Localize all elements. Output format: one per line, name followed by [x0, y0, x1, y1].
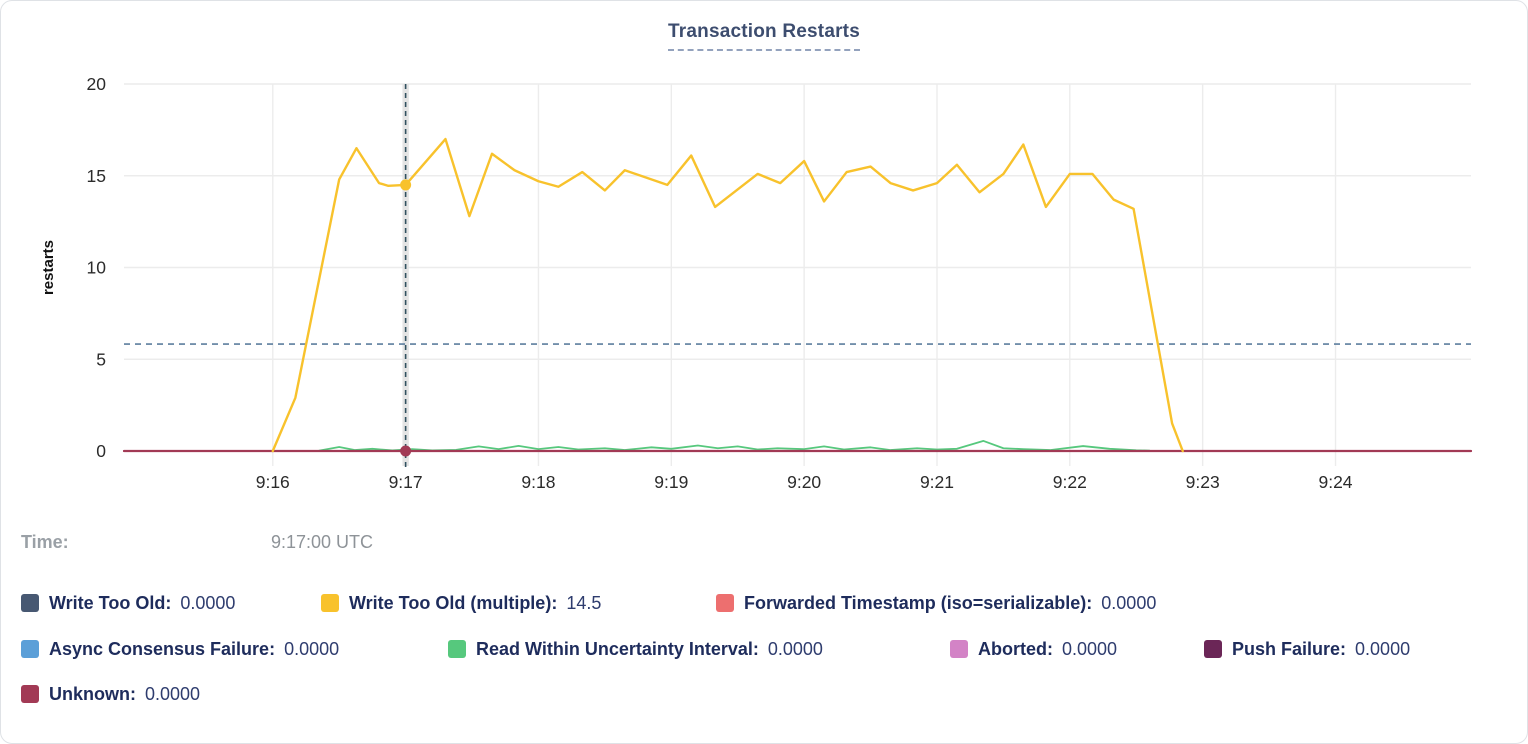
legend-item-forwarded-timestamp: Forwarded Timestamp (iso=serializable): 0…	[716, 591, 1156, 615]
y-tick-label: 0	[96, 441, 106, 461]
legend-value: 0.0000	[1355, 638, 1411, 659]
y-axis-label: restarts	[40, 240, 57, 295]
legend-value: 0.0000	[767, 638, 823, 659]
transaction-restarts-chart[interactable]: 0 5 10 15 20 9:16 9:17 9:18 9:19 9:20 9:21 9:22 9:23…	[1, 1, 1528, 521]
legend-label: Forwarded Timestamp (iso=serializable):	[744, 592, 1093, 613]
legend-label: Unknown:	[49, 683, 136, 704]
time-value: 9:17:00 UTC	[271, 532, 374, 552]
legend-item-push-failure: Push Failure: 0.0000	[1204, 637, 1410, 661]
x-tick-label: 9:20	[787, 472, 821, 492]
chart-title[interactable]: Transaction Restarts	[668, 21, 860, 51]
y-tick-label: 5	[96, 349, 106, 369]
legend-item-write-too-old: Write Too Old: 0.0000	[21, 591, 235, 615]
legend-swatch-write-too-old	[21, 594, 39, 612]
x-tick-label: 9:18	[521, 472, 555, 492]
legend-value: 0.0000	[284, 638, 340, 659]
y-tick-label: 10	[87, 258, 107, 278]
x-tick-label: 9:16	[256, 472, 290, 492]
legend-swatch-aborted	[950, 640, 968, 658]
legend-value: 0.0000	[1101, 592, 1157, 613]
x-tick-label: 9:19	[654, 472, 688, 492]
hover-point-write-too-old-multiple-	[400, 179, 412, 191]
legend-row: Unknown: 0.0000	[1, 682, 1527, 706]
legend-value: 14.5	[566, 592, 602, 613]
legend-label: Write Too Old:	[49, 592, 172, 613]
legend-value: 0.0000	[145, 683, 201, 704]
legend-item-unknown: Unknown: 0.0000	[21, 682, 200, 706]
series-line-write-too-old-multiple-	[271, 137, 1184, 453]
y-tick-label: 15	[87, 166, 106, 186]
legend-swatch-push-failure	[1204, 640, 1222, 658]
legend-swatch-write-too-old-multiple	[321, 594, 339, 612]
legend-label: Read Within Uncertainty Interval:	[476, 638, 759, 659]
legend-item-aborted: Aborted: 0.0000	[950, 637, 1117, 661]
legend-item-write-too-old-multiple: Write Too Old (multiple): 14.5	[321, 591, 601, 615]
legend-swatch-unknown	[21, 685, 39, 703]
legend-swatch-read-within-uncertainty-interval	[448, 640, 466, 658]
x-tick-label: 9:17	[389, 472, 423, 492]
legend-label: Async Consensus Failure:	[49, 638, 276, 659]
y-tick-label: 20	[87, 74, 107, 94]
series-line-read-within-uncertainty-interval	[318, 440, 1151, 452]
x-tick-label: 9:24	[1318, 472, 1352, 492]
legend-label: Aborted:	[978, 638, 1053, 659]
chart-title-wrap: Transaction Restarts	[1, 21, 1527, 51]
time-label: Time:	[21, 532, 69, 552]
legend-value: 0.0000	[1062, 638, 1118, 659]
legend-value: 0.0000	[180, 592, 236, 613]
legend-swatch-async-consensus-failure	[21, 640, 39, 658]
x-tick-label: 9:22	[1053, 472, 1087, 492]
legend-row: Write Too Old: 0.0000 Write Too Old (multi…	[1, 591, 1527, 615]
hover-time-row: Time: 9:17:00 UTC	[1, 532, 1527, 558]
x-tick-label: 9:23	[1186, 472, 1220, 492]
legend-label: Push Failure:	[1232, 638, 1347, 659]
hover-point-unknown	[400, 445, 412, 457]
legend-row: Async Consensus Failure: 0.0000 Read Withi…	[1, 637, 1527, 661]
legend-swatch-forwarded-timestamp	[716, 594, 734, 612]
legend-item-async-consensus-failure: Async Consensus Failure: 0.0000	[21, 637, 339, 661]
legend-label: Write Too Old (multiple):	[349, 592, 558, 613]
x-tick-label: 9:21	[920, 472, 954, 492]
legend-item-read-within-uncertainty-interval: Read Within Uncertainty Interval: 0.0000	[448, 637, 823, 661]
